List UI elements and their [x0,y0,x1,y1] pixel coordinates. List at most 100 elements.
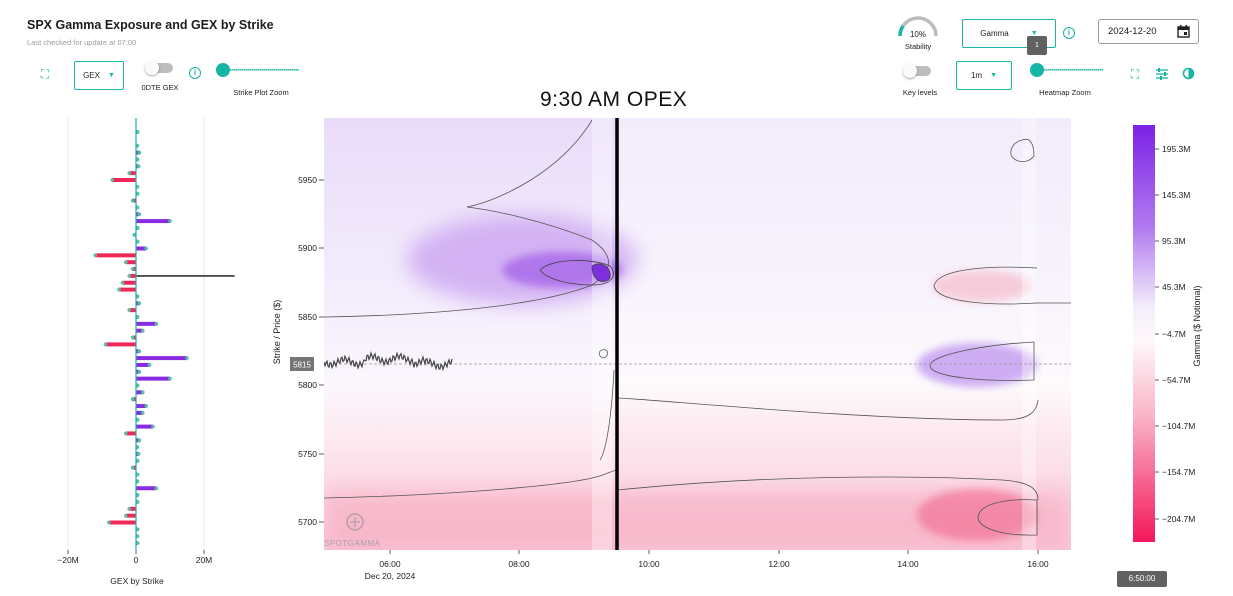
heatmap-zoom-label: Heatmap Zoom [1039,88,1091,97]
gex-x-axis-label: GEX by Strike [110,576,164,586]
info-icon[interactable]: i [189,67,201,79]
strike-zoom-thumb[interactable] [216,63,230,77]
gex-bar-marker [147,363,152,367]
gex-bar-marker [137,349,142,354]
contour-line [599,369,615,461]
gex-bar-marker [130,397,135,402]
price-trace [324,351,453,372]
heatmap-x-tick-label: 14:00 [897,559,919,569]
date-picker[interactable]: 2024-12-20 [1098,19,1199,44]
gex-bar-marker [135,472,140,477]
gex-bar-marker [137,370,142,374]
fullscreen-icon[interactable]: ⛶ [40,67,50,81]
gex-select-value: GEX [83,71,100,80]
gex-bar[interactable] [136,356,187,361]
key-levels-label: Key levels [902,88,938,97]
contour-line [929,341,1035,381]
gex-bar-marker [127,308,131,312]
gex-bar[interactable] [129,273,136,278]
chevron-down-icon: ▼ [1030,30,1038,37]
gex-bar[interactable] [125,513,136,518]
interval-select-value: 1m [970,71,983,80]
gex-bar[interactable] [125,431,136,436]
toggle-knob [145,61,159,75]
gex-bar[interactable] [136,321,157,326]
gex-bar[interactable] [105,342,136,347]
gamma-heatmap[interactable]: SPOTGAMMA 5950 5900 5850 5800 5750 5700 06:00… [262,110,1092,588]
gex-bar[interactable] [112,178,136,182]
gex-bar[interactable] [136,424,153,429]
gex-bar-marker [130,198,135,203]
heatmap-region-session [617,118,1071,550]
gex-bar[interactable] [136,410,143,415]
gex-bar[interactable] [136,404,147,409]
colorbar-tick-label: −154.7M [1162,467,1195,477]
gex-bar-marker [141,411,145,415]
heatmap-y-tick-label: 5700 [298,517,317,527]
gex-bar[interactable] [129,171,136,176]
gex-by-strike-chart[interactable]: −20M 0 20M [50,110,260,588]
gex-bar[interactable] [129,506,136,511]
gex-bar-marker [135,493,140,497]
settings-sliders-icon[interactable] [1155,67,1169,81]
gex-bar[interactable] [136,362,150,367]
info-icon[interactable]: i [1063,27,1075,39]
odte-gex-toggle[interactable] [145,61,173,75]
price-marker-value: 5815 [293,361,311,370]
gex-bar-marker [117,287,121,292]
gex-bar-marker [144,246,148,251]
gex-bar-marker [107,520,111,525]
gex-bar[interactable] [122,280,136,285]
gex-bar[interactable] [136,219,170,224]
gex-bar-marker [130,267,135,271]
opex-annotation: 9:30 AM OPEX [540,88,688,111]
colorbar-tick-label: 195.3M [1162,144,1190,154]
contour-line [933,266,1038,305]
stability-value: 10% [909,30,926,39]
colorbar-tick-label: −54.7M [1162,375,1191,385]
negative-gamma-zone-late [932,270,1032,302]
heatmap-zoom-thumb[interactable] [1030,63,1044,77]
heatmap-date-label: Dec 20, 2024 [365,571,416,581]
gex-bar[interactable] [136,376,170,381]
gex-bar[interactable] [95,253,136,258]
gex-bar-marker [124,431,128,436]
key-levels-toggle[interactable] [903,64,931,78]
colorbar-tick-label: 95.3M [1162,236,1186,246]
heatmap-zoom-track[interactable] [1037,69,1103,71]
fullscreen-icon[interactable]: ⛶ [1130,67,1140,81]
gex-bar-marker [103,342,108,347]
gex-bar-marker [135,239,140,244]
gex-bar-marker [127,507,131,511]
heatmap-region-premarket [324,118,617,550]
gex-bar[interactable] [136,390,143,395]
gex-bar-marker [154,322,159,326]
page-title: SPX Gamma Exposure and GEX by Strike [27,18,274,32]
calendar-icon[interactable] [1177,25,1190,38]
time-badge: 6:50:00 [1117,571,1167,587]
gex-bar-marker [136,164,141,169]
interval-select[interactable]: 1m ▼ [956,61,1012,90]
heatmap-y-tick-label: 5850 [298,312,317,322]
colorbar-label: Gamma ($ Notional) [1192,285,1202,366]
gex-bar[interactable] [129,308,136,313]
gex-bar[interactable] [125,260,136,265]
chevron-down-icon: ▼ [990,72,998,79]
heatmap-y-axis-label: Strike / Price ($) [272,300,282,365]
contour-line [324,119,609,318]
gex-bar[interactable] [119,287,136,292]
gex-select[interactable]: GEX ▼ [74,61,124,90]
gex-bar-marker [93,253,97,258]
gex-bar[interactable] [136,328,143,333]
gex-bar-marker [132,233,137,237]
gex-x-tick-label: 0 [134,555,139,565]
spotgamma-watermark-logo [346,513,364,531]
gex-bar[interactable] [136,486,157,491]
contour-line [324,469,619,499]
gamma-select[interactable]: Gamma ▼ [962,19,1056,48]
gex-bar[interactable] [108,520,136,525]
gex-bar[interactable] [136,246,147,251]
contour-line [617,397,1039,421]
contrast-icon[interactable] [1182,67,1195,80]
strike-zoom-track[interactable] [224,69,299,71]
